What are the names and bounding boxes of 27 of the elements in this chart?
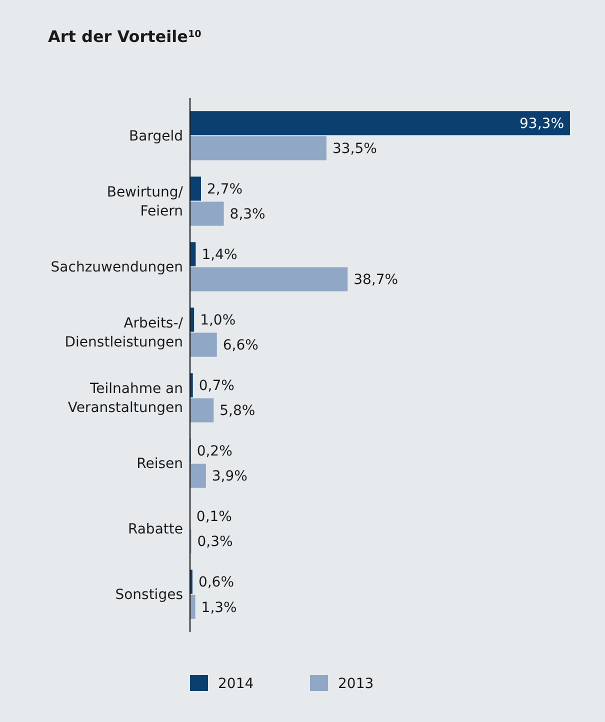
y-tick-label: Bargeld [129,128,183,145]
y-tick-label: Arbeits-/ Dienstleistungen [64,316,184,351]
y-tick-label: Reisen [136,456,183,472]
data-label: 1,3% [201,600,237,616]
legend-label: 2013 [338,676,374,692]
data-label: 93,3% [520,116,564,132]
data-label: 38,7% [354,272,398,288]
data-label: 3,9% [212,468,248,485]
data-label: 33,5% [332,141,377,158]
data-label: 0,3% [197,534,233,550]
chart-title: Art der Vorteile$^{10}$ [48,27,202,46]
data-label: 8,3% [230,206,266,223]
data-label: 1,0% [200,312,236,329]
data-label: 1,4% [202,247,238,264]
legend-label: 2014 [218,676,254,692]
data-label: 0,7% [198,378,234,394]
y-tick-label: Teilnahme an Veranstaltungen [68,381,183,416]
y-tick-label: Sachzuwendungen [50,260,183,276]
data-label: 0,1% [196,509,232,526]
data-label: 5,8% [220,403,256,420]
y-tick-label: Rabatte [128,522,183,538]
data-label: 0,2% [196,444,232,460]
data-label: 0,6% [198,574,234,591]
y-tick-label: Sonstiges [115,587,183,604]
y-tick-label: Bewirtung/ Feiern [106,184,184,220]
data-label: 6,6% [222,338,258,354]
data-label: 2,7% [206,182,243,198]
